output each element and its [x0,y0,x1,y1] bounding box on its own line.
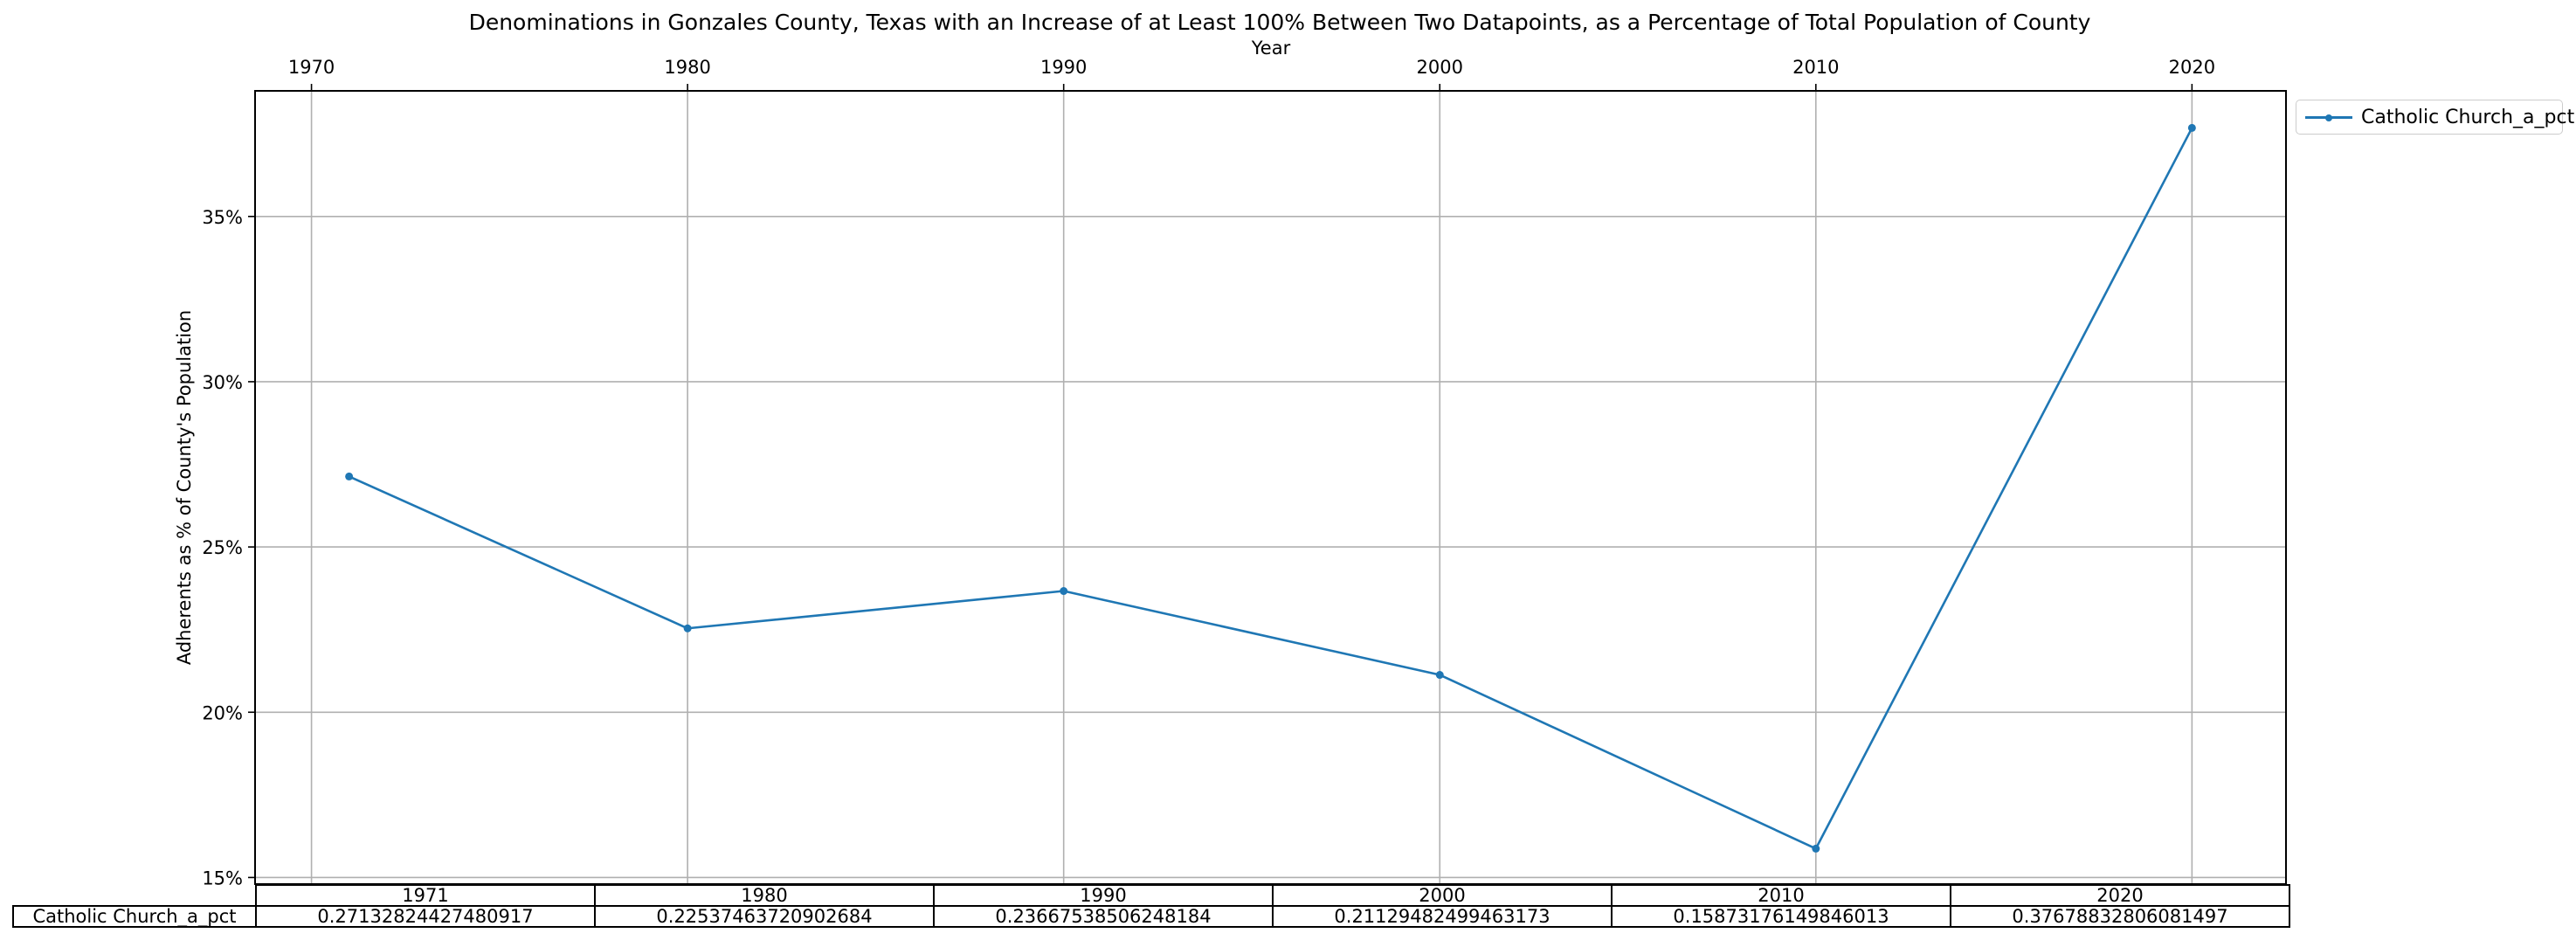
table-cell: 0.37678832806081497 [1950,905,2290,928]
table-corner [13,885,256,906]
table-cell: 0.27132824427480917 [255,905,596,928]
legend-label: Catholic Church_a_pct [2361,107,2575,128]
table-cell: 0.23667538506248184 [933,905,1274,928]
table-header-cell: 1971 [255,884,596,907]
table-header-row: 1971 1980 1990 2000 2010 2020 [13,884,2290,907]
grid-lines [255,91,2286,884]
data-point [345,472,354,480]
legend-marker [2325,114,2332,121]
x-axis-label: Year [1251,38,1291,59]
y-axis-label: Adherents as % of County's Population [174,310,195,665]
x-tick-label: 1970 [288,57,335,78]
table-header-cell: 2020 [1950,884,2290,907]
series-line [349,127,2193,850]
legend: Catholic Church_a_pct [2296,100,2574,135]
data-point [683,624,692,632]
chart-title: Denominations in Gonzales County, Texas … [469,10,2091,35]
table-cell: 0.22537463720902684 [594,905,935,928]
y-tick-label: 15% [202,867,243,888]
x-tick-label: 1980 [664,57,710,78]
x-tick-label: 2010 [1792,57,1839,78]
data-point [1060,587,1068,596]
x-tick-label: 2020 [2169,57,2215,78]
table-header-cell: 1990 [933,884,1274,907]
data-point [2187,123,2196,132]
table-cell: 0.21129482499463173 [1272,905,1613,928]
table-header-cell: 1980 [594,884,935,907]
table-header-cell: 2000 [1272,884,1613,907]
series-layer [345,123,2196,853]
y-tick-label: 25% [202,537,243,558]
axis-ticks: 1970 1980 1990 2000 2010 2020 15% 20% 25% 30% 35% [202,57,2215,888]
y-tick-label: 35% [202,207,243,228]
y-tick-label: 20% [202,702,243,723]
data-point [1812,844,1820,853]
data-point [1435,671,1444,680]
x-tick-label: 2000 [1417,57,1463,78]
table-row: Catholic Church_a_pct 0.2713282442748091… [12,905,2290,928]
table-header-cell: 2010 [1611,884,1951,907]
table-row-label: Catholic Church_a_pct [12,905,257,928]
y-tick-label: 30% [202,372,243,393]
table-cell: 0.15873176149846013 [1611,905,1951,928]
x-tick-label: 1990 [1040,57,1087,78]
data-table: 1971 1980 1990 2000 2010 2020 Catholic C… [12,884,2290,928]
plot-frame [254,90,2287,885]
